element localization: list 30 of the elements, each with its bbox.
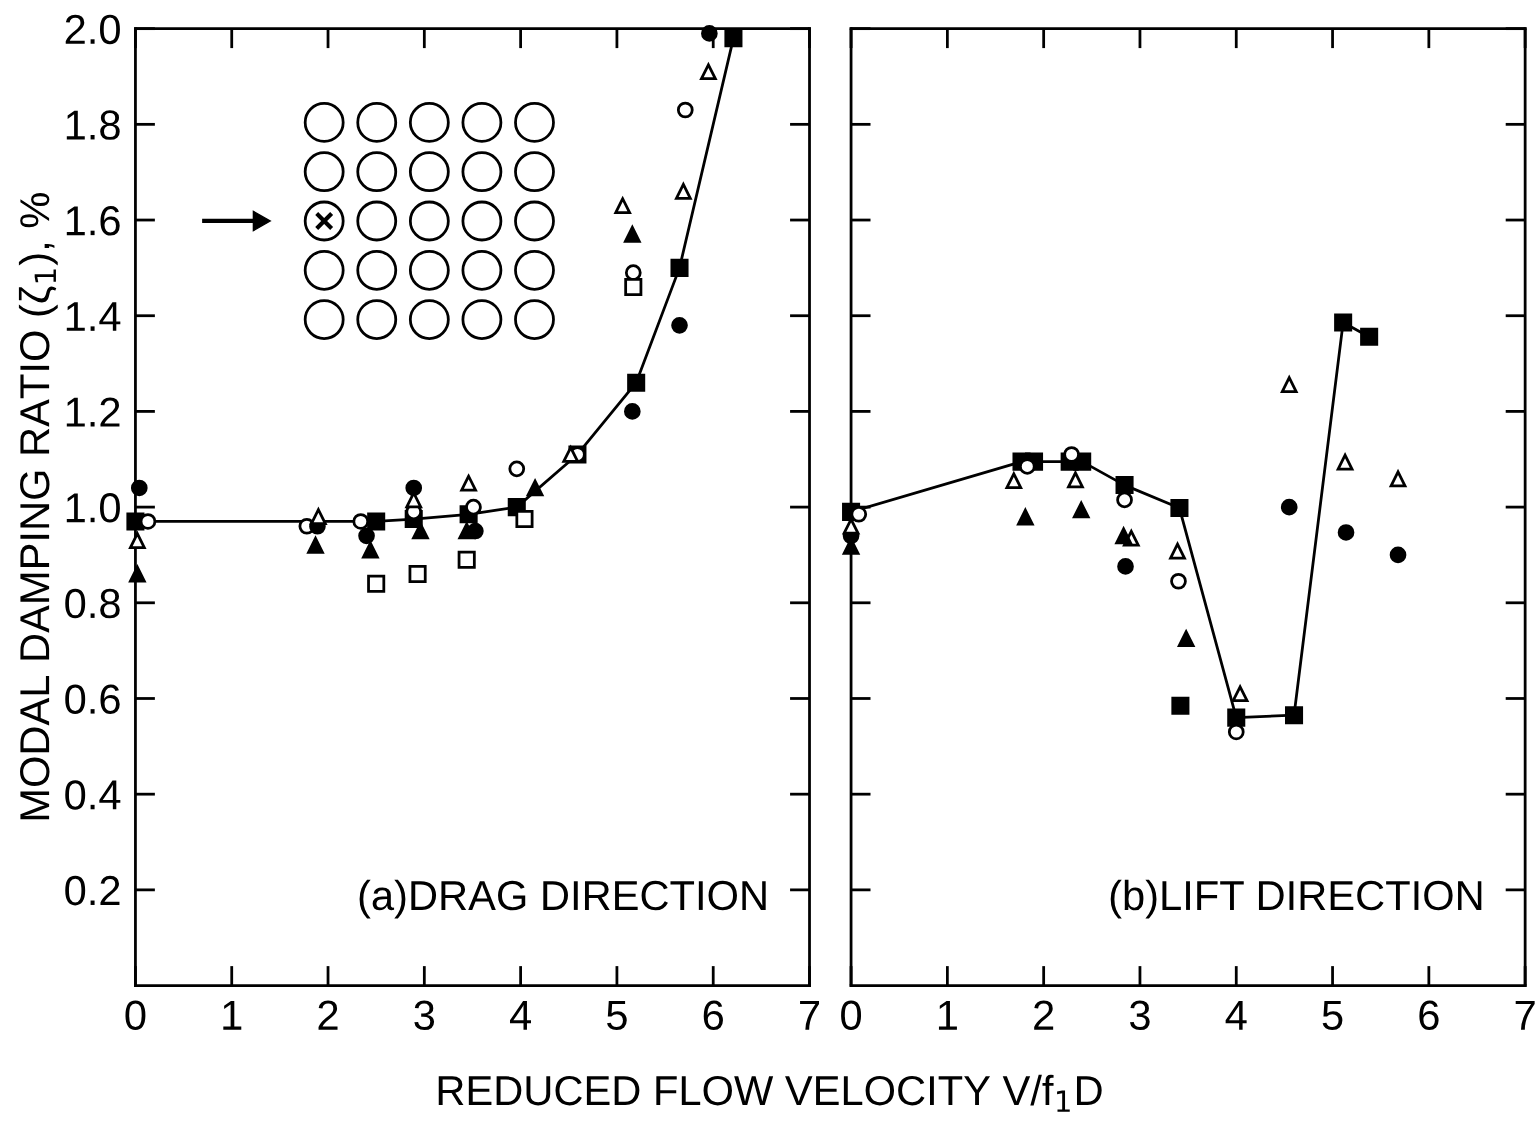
x-tick-label: 3 — [1129, 1000, 1150, 1031]
y-tick-label: 0.4 — [65, 780, 121, 810]
x-tick-label: 1 — [223, 1000, 242, 1030]
x-tick-label: 5 — [607, 1000, 627, 1031]
x-tick-label: 5 — [1322, 1000, 1343, 1031]
y-tick-label: 1.0 — [66, 493, 120, 523]
y-axis-title: MODAL DAMPING RATIO (ζ$_{1}$), % — [18, 193, 58, 820]
x-tick-label: 7 — [1515, 1000, 1535, 1030]
x-tick-label: 0 — [125, 1000, 146, 1031]
x-tick-label: 4 — [509, 1000, 531, 1030]
y-tick-label: 0.6 — [65, 684, 120, 714]
text: (b)LIFT DIRECTION — [1110, 879, 1482, 919]
x-tick-label: 0 — [841, 1000, 862, 1031]
x-tick-label: 2 — [1034, 1000, 1054, 1030]
x-tick-label: 4 — [1225, 1000, 1247, 1030]
y-tick-label: 1.6 — [66, 206, 120, 236]
x-tick-label: 6 — [703, 1000, 723, 1031]
x-tick-label: 1 — [938, 1000, 957, 1030]
y-tick-label: 1.2 — [66, 397, 120, 427]
text: (a)DRAG DIRECTION — [359, 879, 766, 919]
y-tick-label: 2.0 — [65, 14, 120, 45]
x-tick-label: 7 — [800, 1000, 820, 1030]
x-tick-label: 3 — [414, 1000, 435, 1031]
x-tick-label: 6 — [1419, 1000, 1439, 1031]
y-tick-label: 1.8 — [66, 110, 120, 140]
y-tick-label: 1.4 — [66, 302, 121, 331]
y-tick-label: 0.8 — [65, 588, 120, 619]
x-axis-title: REDUCED FLOW VELOCITY V/f$_{1}$D — [438, 1074, 1102, 1112]
y-tick-label: 0.2 — [65, 875, 120, 906]
x-tick-label: 2 — [318, 1000, 338, 1030]
